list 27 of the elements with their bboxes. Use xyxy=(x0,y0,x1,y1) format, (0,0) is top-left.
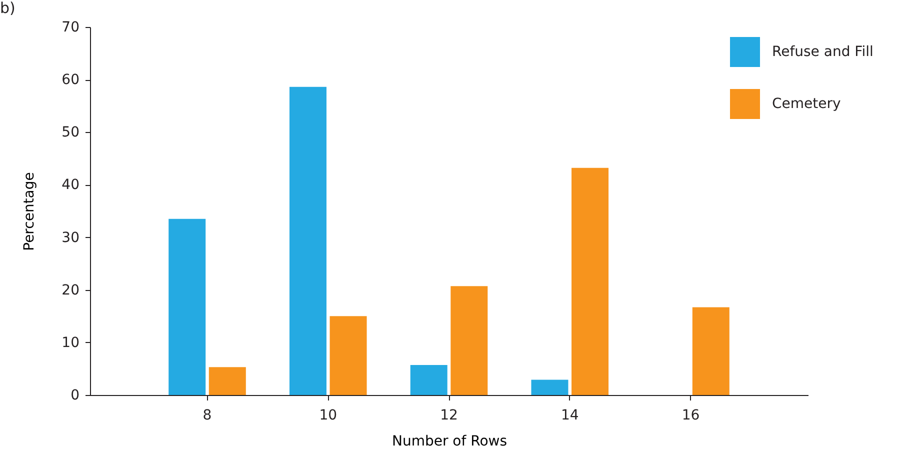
legend-label: Refuse and Fill xyxy=(772,44,874,60)
bar xyxy=(168,218,206,395)
y-tick-label: 50 xyxy=(62,124,80,141)
bar xyxy=(289,86,326,395)
y-tick-label: 60 xyxy=(62,72,80,88)
y-tick-label: 10 xyxy=(62,334,80,351)
bar xyxy=(410,365,448,395)
text: b) xyxy=(0,0,16,17)
y-tick-label: 20 xyxy=(62,282,80,298)
legend-label: Cemetery xyxy=(772,96,841,112)
x-tick-label: 16 xyxy=(682,408,700,424)
x-tick-label: 12 xyxy=(440,408,458,424)
y-tick-label: 70 xyxy=(62,20,80,36)
bar xyxy=(531,380,568,395)
bar xyxy=(692,307,730,395)
y-tick-label: 0 xyxy=(70,388,80,404)
x-axis-title: Number of Rows xyxy=(392,434,508,450)
y-tick-label: 30 xyxy=(62,230,80,246)
bar xyxy=(330,316,367,395)
bar xyxy=(572,168,609,395)
bar xyxy=(450,286,488,395)
y-tick-label: 40 xyxy=(62,177,80,194)
x-tick-label: 14 xyxy=(560,408,579,424)
x-tick-label: 8 xyxy=(202,408,212,424)
y-axis-title: Percentage xyxy=(22,172,38,251)
bar xyxy=(208,367,246,395)
x-tick-label: 10 xyxy=(319,408,338,424)
